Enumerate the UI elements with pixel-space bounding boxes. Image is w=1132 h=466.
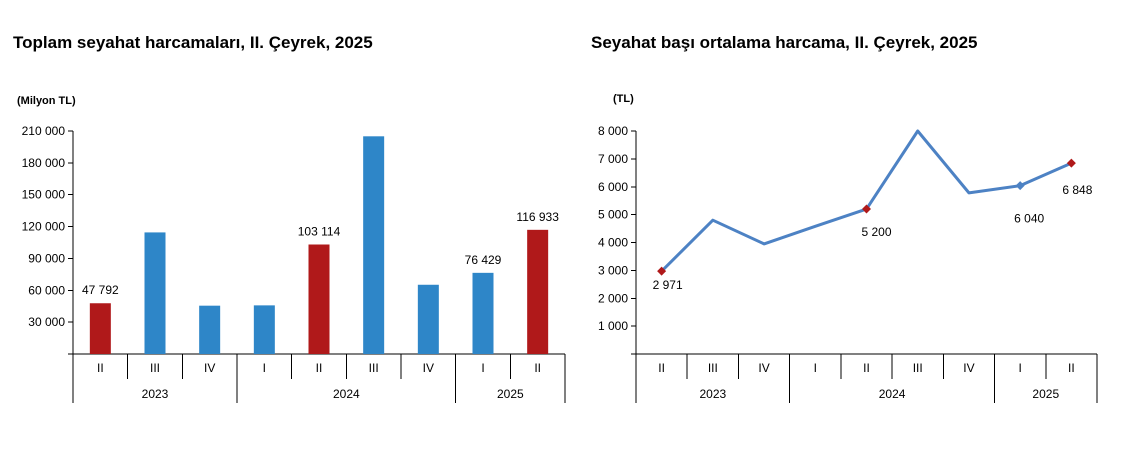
bar-chart-y-tick-label: 30 000: [28, 315, 65, 329]
bar-chart-y-tick-label: 90 000: [28, 251, 65, 265]
bar-chart-x-tick-label: IV: [204, 361, 215, 375]
bar-chart-x-tick-label: I: [481, 361, 484, 375]
line-chart-year-label: 2025: [1032, 387, 1059, 401]
bar-chart-bar: [144, 232, 166, 354]
bar-chart-year-label: 2023: [142, 387, 169, 401]
bar-chart-data-label: 116 933: [516, 210, 559, 224]
bar-chart-x-tick-label: II: [97, 361, 104, 375]
line-chart-data-label: 5 200: [861, 225, 891, 239]
line-chart-series-line: [660, 129, 1072, 273]
line-chart-x-tick-label: III: [913, 361, 923, 375]
line-chart-x-tick-label: IV: [758, 361, 769, 375]
line-chart-y-tick-label: 7 000: [598, 152, 628, 166]
line-chart-y-tick-label: 1 000: [598, 319, 628, 333]
bar-chart-data-label: 47 792: [82, 283, 119, 297]
bar-chart-bar: [472, 272, 494, 354]
bar-chart-y-tick-label: 180 000: [22, 156, 66, 170]
bar-chart-x-tick-label: III: [150, 361, 160, 375]
bar-chart-x-tick-label: IV: [423, 361, 434, 375]
line-chart-data-label: 2 971: [653, 278, 683, 292]
bar-chart-year-label: 2025: [497, 387, 524, 401]
line-chart-x-tick-label: II: [1068, 361, 1075, 375]
line-chart-x-tick-label: II: [658, 361, 665, 375]
bar-chart-bar: [308, 244, 330, 354]
bar-chart-x-tick-label: II: [316, 361, 323, 375]
line-chart-x-tick-label: III: [708, 361, 718, 375]
line-chart-x-tick-label: IV: [963, 361, 974, 375]
bar-chart-bar: [199, 305, 221, 354]
bar-chart-bar: [527, 229, 549, 354]
line-chart-y-tick-label: 6 000: [598, 180, 628, 194]
bar-chart-year-label: 2024: [333, 387, 360, 401]
line-chart-point-marker: [1015, 181, 1025, 191]
bar-chart-y-tick-label: 150 000: [22, 188, 66, 202]
bar-chart-y-tick-label: 210 000: [22, 124, 66, 138]
bar-chart-bar: [417, 284, 439, 354]
bar-chart-y-tick-label: 120 000: [22, 220, 66, 234]
bar-chart-bar: [253, 305, 275, 354]
bar-chart-y-tick-label: 60 000: [28, 283, 65, 297]
line-chart-year-label: 2023: [699, 387, 726, 401]
bar-chart-data-label: 103 114: [298, 225, 341, 239]
line-chart-x-tick-label: II: [863, 361, 870, 375]
bar-chart-bar: [89, 303, 111, 354]
line-chart-point-marker: [862, 204, 871, 214]
bar-chart-unit-label: (Milyon TL): [17, 95, 76, 107]
line-chart-y-tick-label: 8 000: [598, 124, 628, 138]
line-chart-x-tick-label: I: [814, 361, 817, 375]
line-chart-point-marker: [657, 266, 667, 276]
chart-title-average-spending: Seyahat başı ortalama harcama, II. Çeyre…: [591, 33, 978, 52]
line-chart-data-label: 6 040: [1014, 212, 1044, 226]
line-chart-point-marker: [1066, 158, 1076, 168]
line-chart-y-tick-label: 2 000: [598, 291, 628, 305]
bar-chart-bar: [363, 136, 385, 354]
bar-chart-x-tick-label: I: [263, 361, 266, 375]
chart-title-total-spending: Toplam seyahat harcamaları, II. Çeyrek, …: [13, 33, 373, 52]
line-chart-year-label: 2024: [879, 387, 906, 401]
line-chart-x-tick-label: I: [1018, 361, 1021, 375]
bar-chart-x-tick-label: II: [534, 361, 541, 375]
bar-chart-data-label: 76 429: [465, 253, 502, 267]
line-chart-y-tick-label: 3 000: [598, 263, 628, 277]
line-chart-unit-label: (TL): [613, 93, 634, 105]
line-chart-y-tick-label: 5 000: [598, 208, 628, 222]
line-chart-data-label: 6 848: [1062, 183, 1092, 197]
bar-chart-x-tick-label: III: [369, 361, 379, 375]
line-chart-y-tick-label: 4 000: [598, 236, 628, 250]
